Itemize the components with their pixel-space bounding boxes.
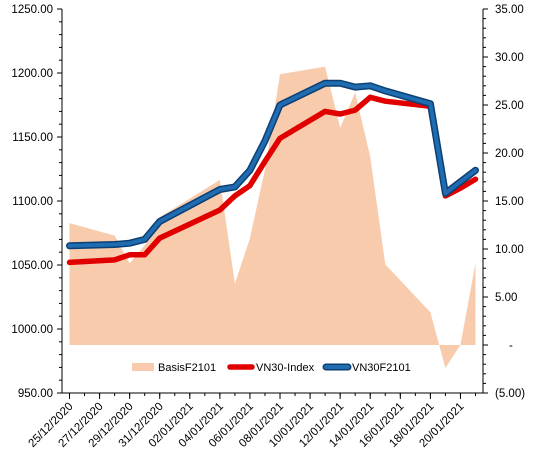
y-left-tick-label: 1100.00 (12, 196, 53, 208)
y-right-tick-label: 35.00 (495, 4, 524, 16)
y-right-tick-label: 25.00 (495, 100, 524, 112)
y-right-tick-label: 20.00 (495, 148, 524, 160)
y-left-tick-label: 1250.00 (11, 4, 53, 16)
area-layer (69, 66, 476, 368)
legend-label-vn30f2101: VN30F2101 (352, 362, 411, 374)
legend-label-vn30-index: VN30-Index (256, 362, 315, 374)
series-line-vn30f2101 (67, 81, 478, 248)
y-right-tick-label: 10.00 (495, 244, 524, 256)
y-left-tick-label: 1150.00 (12, 132, 53, 144)
y-right-tick-label: 15.00 (495, 196, 524, 208)
legend-label-basisf2101: BasisF2101 (158, 362, 216, 374)
legend: BasisF2101 VN30-Index VN30F2101 (132, 362, 411, 374)
y-left-tick-label: 950.00 (18, 388, 53, 400)
y-left-tick-label: 1050.00 (11, 260, 53, 272)
series-area-basisf2101 (69, 66, 476, 368)
y-right-tick-label: - (509, 340, 513, 352)
y-right-tick-label: (5.00) (495, 388, 525, 400)
line-layer (66, 79, 479, 266)
y-right-tick-label: 30.00 (495, 52, 524, 64)
y-right-tick-label: 5.00 (495, 292, 517, 304)
y-left-tick-label: 1200.00 (11, 68, 53, 80)
legend-swatch-basisf2101 (132, 363, 154, 371)
y-left-tick-label: 1000.00 (11, 324, 53, 336)
